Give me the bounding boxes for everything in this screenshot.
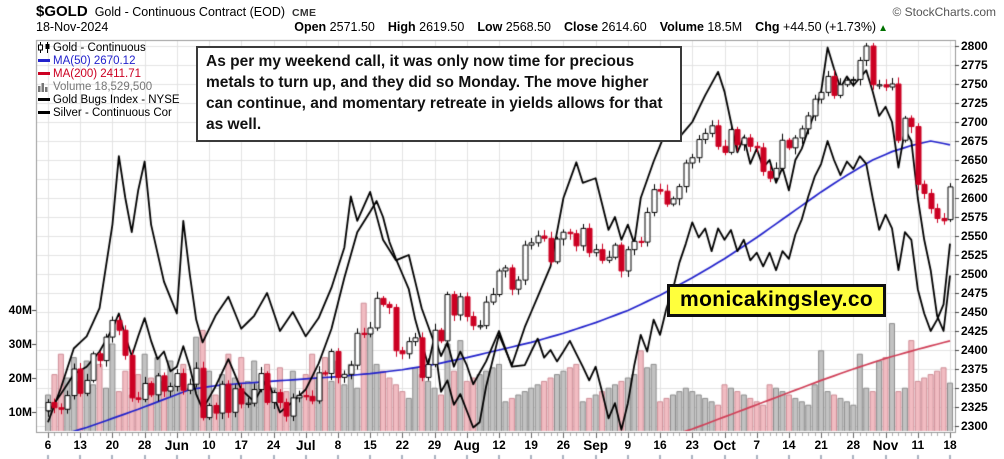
legend-label: Gold - Continuous	[53, 41, 146, 54]
date-tick-label: 22	[395, 438, 410, 452]
price-tick-label: 2300	[961, 419, 988, 433]
watermark-badge: monicakingsley.co	[667, 284, 887, 317]
price-tick-label: 2600	[961, 191, 988, 205]
volume-bars-icon	[38, 82, 53, 92]
quote-close: Close 2614.60	[563, 20, 647, 34]
date-tick-label: 11	[911, 438, 925, 452]
date-tick-label: 9	[624, 438, 632, 452]
up-arrow-icon: ▲	[878, 23, 888, 34]
date-tick-label: 29	[427, 438, 442, 452]
price-tick-label: 2575	[961, 210, 988, 224]
legend-label: MA(50) 2670.12	[53, 54, 136, 67]
volume-tick-label: 20M	[8, 371, 32, 385]
ma200-line-icon	[38, 72, 53, 75]
month-tick-label: Aug	[453, 438, 480, 453]
month-tick-label: Nov	[872, 438, 899, 453]
volume-tick-label: 30M	[8, 337, 32, 351]
date-tick-label: 16	[653, 438, 667, 452]
price-tick-label: 2550	[961, 229, 988, 243]
legend-item-volume: Volume 18,529,500	[38, 80, 180, 93]
copyright: © StockCharts.com	[892, 5, 996, 19]
date-tick-label: 13	[73, 438, 87, 452]
date-tick-label: 28	[137, 438, 152, 452]
instrument-name: Gold - Continuous Contract (EOD)	[94, 5, 286, 19]
price-tick-label: 2700	[961, 115, 988, 129]
date-tick-label: 14	[782, 438, 796, 452]
volume-tick-label: 40M	[8, 303, 32, 317]
legend-label: Gold Bugs Index - NYSE	[53, 93, 180, 106]
quote-volume: Volume 18.5M	[659, 20, 743, 34]
price-tick-label: 2500	[961, 267, 988, 281]
month-tick-label: Oct	[713, 438, 736, 453]
month-tick-label: Sep	[583, 438, 609, 453]
quote-values: Open 2571.50 High 2619.50 Low 2568.50 Cl…	[294, 20, 888, 34]
price-tick-label: 2375	[961, 362, 988, 376]
date-tick-label: 10	[202, 438, 216, 452]
date-tick-label: 19	[524, 438, 538, 452]
price-tick-label: 2350	[961, 381, 988, 395]
header-title-row: $GOLD Gold - Continuous Contract (EOD) C…	[36, 3, 996, 20]
legend-label: MA(200) 2411.71	[53, 67, 142, 80]
price-tick-label: 2800	[961, 39, 988, 53]
price-tick-label: 2650	[961, 153, 988, 167]
legend-item-gold-bugs: Gold Bugs Index - NYSE	[38, 93, 180, 106]
legend-item-ma50: MA(50) 2670.12	[38, 54, 180, 67]
quote-open: Open 2571.50	[294, 20, 375, 34]
month-tick-label: Jun	[164, 438, 189, 453]
date-tick-label: 26	[556, 438, 571, 452]
date-tick-label: 12	[492, 438, 506, 452]
quote-low: Low 2568.50	[477, 20, 551, 34]
price-tick-label: 2425	[961, 324, 988, 338]
candlestick-icon	[38, 42, 53, 53]
date-tick-label: 8	[334, 438, 342, 452]
legend-label: Volume 18,529,500	[53, 80, 153, 93]
date-tick-label: 24	[266, 438, 281, 452]
chart-legend: Gold - Continuous MA(50) 2670.12 MA(200)…	[38, 41, 180, 119]
price-tick-label: 2775	[961, 58, 988, 72]
date-tick-label: 18	[943, 438, 957, 452]
header-quote-row: 18-Nov-2024 Open 2571.50 High 2619.50 Lo…	[36, 20, 888, 35]
date-tick-label: 6	[44, 438, 52, 452]
price-tick-label: 2450	[961, 305, 988, 319]
legend-item-ma200: MA(200) 2411.71	[38, 67, 180, 80]
legend-item-price: Gold - Continuous	[38, 41, 180, 54]
price-tick-label: 2725	[961, 96, 988, 110]
ma50-line-icon	[38, 59, 53, 62]
price-tick-label: 2675	[961, 134, 988, 148]
price-tick-label: 2525	[961, 248, 988, 262]
date-tick-label: 23	[685, 438, 699, 452]
ticker-symbol: $GOLD	[36, 3, 88, 20]
date-tick-label: 28	[846, 438, 861, 452]
quote-date: 18-Nov-2024	[36, 20, 109, 34]
date-tick-label: 7	[753, 438, 761, 452]
price-tick-label: 2625	[961, 172, 988, 186]
silver-line-icon	[38, 111, 53, 114]
legend-item-silver: Silver - Continuous Cor	[38, 106, 180, 119]
date-tick-label: 20	[105, 438, 120, 452]
price-tick-label: 2400	[961, 343, 988, 357]
exchange-label: CME	[292, 7, 317, 19]
price-tick-label: 2750	[961, 77, 988, 91]
volume-tick-label: 10M	[8, 405, 32, 419]
date-tick-label: 17	[234, 438, 248, 452]
legend-label: Silver - Continuous Cor	[53, 106, 172, 119]
date-tick-label: 21	[814, 438, 828, 452]
date-tick-label: 15	[363, 438, 377, 452]
month-tick-label: Jul	[295, 438, 316, 453]
gold-bugs-line-icon	[38, 98, 53, 101]
quote-change: Chg +44.50 (+1.73%) ▲	[755, 20, 888, 34]
price-tick-label: 2475	[961, 286, 988, 300]
price-tick-label: 2325	[961, 400, 988, 414]
analyst-annotation: As per my weekend call, it was only now …	[196, 46, 682, 142]
quote-high: High 2619.50	[387, 20, 465, 34]
